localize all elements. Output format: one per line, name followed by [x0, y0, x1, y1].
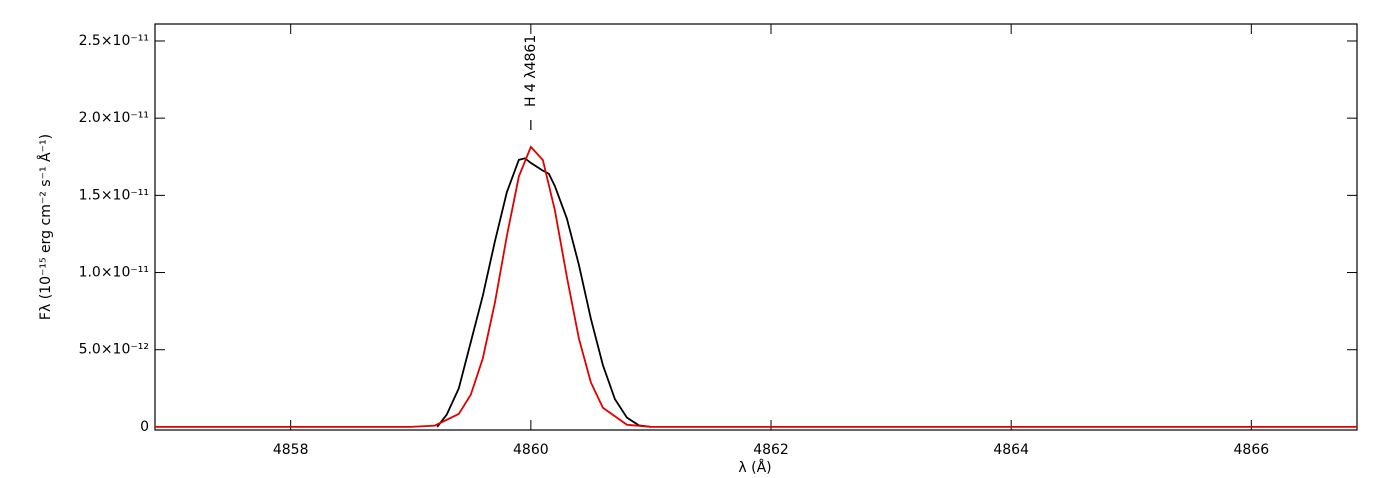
- y-tick-label: 2.0×10⁻¹¹: [79, 110, 149, 126]
- y-tick-label: 2.5×10⁻¹¹: [79, 33, 149, 49]
- y-axis-label: Fλ (10⁻¹⁵ erg cm⁻² s⁻¹ Å⁻¹): [37, 134, 54, 320]
- plot-frame: [154, 23, 1358, 431]
- x-axis-label: λ (Å): [738, 459, 771, 476]
- x-tick-label: 4858: [273, 442, 309, 458]
- y-tick-label: 0: [140, 419, 149, 435]
- y-tick-label: 1.5×10⁻¹¹: [79, 187, 149, 203]
- series-line: [155, 145, 1357, 428]
- y-tick-label: 5.0×10⁻¹²: [79, 342, 149, 358]
- annotation: H 4 λ4861: [523, 35, 539, 107]
- x-tick-label: 4866: [1234, 442, 1270, 458]
- x-tick-label: 4862: [753, 442, 789, 458]
- y-tick-label: 1.0×10⁻¹¹: [79, 265, 149, 281]
- x-tick-label: 4864: [993, 442, 1029, 458]
- series-line: [436, 157, 652, 428]
- x-tick-label: 4860: [513, 442, 549, 458]
